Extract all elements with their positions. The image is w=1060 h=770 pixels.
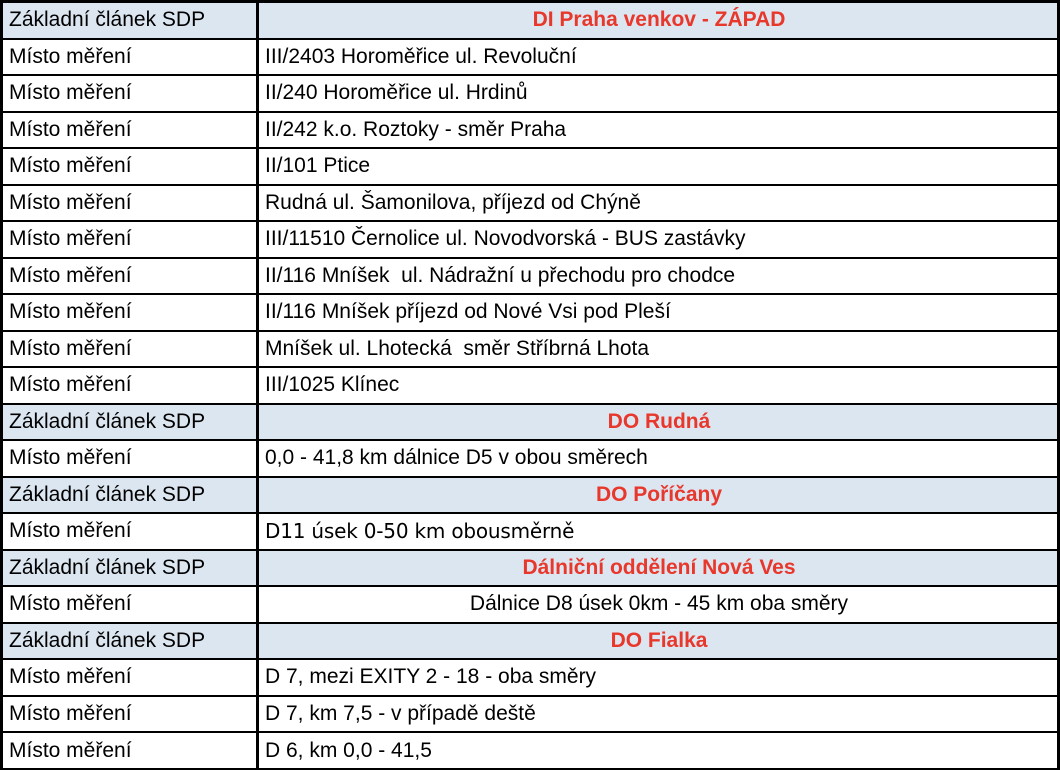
section-title: DO Poříčany [256,475,1060,515]
row-value: II/242 k.o. Roztoky - směr Praha [256,110,1060,150]
table-row: Základní článek SDP DI Praha venkov - ZÁ… [0,0,1060,40]
table-row: Místo měření III/1025 Klínec [0,366,1060,405]
table-row: Základní článek SDP DO Rudná [0,402,1060,442]
table-row: Základní článek SDP DO Fialka [0,621,1060,661]
row-type-label: Místo měření [0,658,259,697]
row-value: III/2403 Horoměřice ul. Revoluční [256,37,1060,77]
row-value: II/240 Horoměřice ul. Hrdinů [256,74,1060,113]
row-value: D11 úsek 0-50 km obousměrně [256,512,1060,551]
table-row: Místo měření Dálnice D8 úsek 0km - 45 km… [0,585,1060,624]
table-row: Místo měření Rudná ul. Šamonilova, příje… [0,183,1060,223]
row-type-label: Místo měření [0,74,259,113]
section-title: DO Rudná [256,402,1060,442]
table-row: Místo měření II/116 Mníšek ul. Nádražní … [0,256,1060,296]
row-type-label: Místo měření [0,147,259,186]
section-title: DI Praha venkov - ZÁPAD [256,0,1060,40]
row-type-label: Místo měření [0,329,259,369]
table-row: Místo měření D 7, mezi EXITY 2 - 18 - ob… [0,658,1060,697]
table-row: Místo měření II/240 Horoměřice ul. Hrdin… [0,74,1060,113]
table-row: Místo měření III/11510 Černolice ul. Nov… [0,220,1060,259]
table-row: Místo měření D 7, km 7,5 - v případě deš… [0,694,1060,734]
row-type-label: Místo měření [0,439,259,478]
table-row: Základní článek SDP DO Poříčany [0,475,1060,515]
row-value: III/1025 Klínec [256,366,1060,405]
row-type-label: Místo měření [0,37,259,77]
table-row: Místo měření 0,0 - 41,8 km dálnice D5 v … [0,439,1060,478]
row-value: D 7, mezi EXITY 2 - 18 - oba směry [256,658,1060,697]
row-value: Dálnice D8 úsek 0km - 45 km oba směry [256,585,1060,624]
row-type-label: Místo měření [0,110,259,150]
row-type-label: Místo měření [0,293,259,332]
row-value: III/11510 Černolice ul. Novodvorská - BU… [256,220,1060,259]
row-type-label: Místo měření [0,585,259,624]
table-row: Místo měření III/2403 Horoměřice ul. Rev… [0,37,1060,77]
row-type-label: Místo měření [0,366,259,405]
row-value: D 6, km 0,0 - 41,5 [256,731,1060,770]
table-row: Místo měření D11 úsek 0-50 km obousměrně [0,512,1060,551]
table-row: Místo měření II/116 Mníšek příjezd od No… [0,293,1060,332]
row-type-label: Místo měření [0,220,259,259]
row-type-label: Místo měření [0,183,259,223]
row-type-label: Místo měření [0,512,259,551]
table-row: Místo měření Mníšek ul. Lhotecká směr St… [0,329,1060,369]
row-value: D 7, km 7,5 - v případě deště [256,694,1060,734]
row-value: 0,0 - 41,8 km dálnice D5 v obou směrech [256,439,1060,478]
table-row: Místo měření D 6, km 0,0 - 41,5 [0,731,1060,770]
row-value: Mníšek ul. Lhotecká směr Stříbrná Lhota [256,329,1060,369]
row-type-label: Základní článek SDP [0,621,259,661]
row-type-label: Základní článek SDP [0,475,259,515]
table-row: Místo měření II/101 Ptice [0,147,1060,186]
row-type-label: Místo měření [0,256,259,296]
section-title: DO Fialka [256,621,1060,661]
table-row: Základní článek SDP Dálniční oddělení No… [0,548,1060,588]
row-value: II/101 Ptice [256,147,1060,186]
row-value: Rudná ul. Šamonilova, příjezd od Chýně [256,183,1060,223]
row-value: II/116 Mníšek příjezd od Nové Vsi pod Pl… [256,293,1060,332]
row-type-label: Místo měření [0,694,259,734]
row-type-label: Základní článek SDP [0,548,259,588]
row-value: II/116 Mníšek ul. Nádražní u přechodu pr… [256,256,1060,296]
row-type-label: Základní článek SDP [0,0,259,40]
row-type-label: Základní článek SDP [0,402,259,442]
row-type-label: Místo měření [0,731,259,770]
section-title: Dálniční oddělení Nová Ves [256,548,1060,588]
table-row: Místo měření II/242 k.o. Roztoky - směr … [0,110,1060,150]
